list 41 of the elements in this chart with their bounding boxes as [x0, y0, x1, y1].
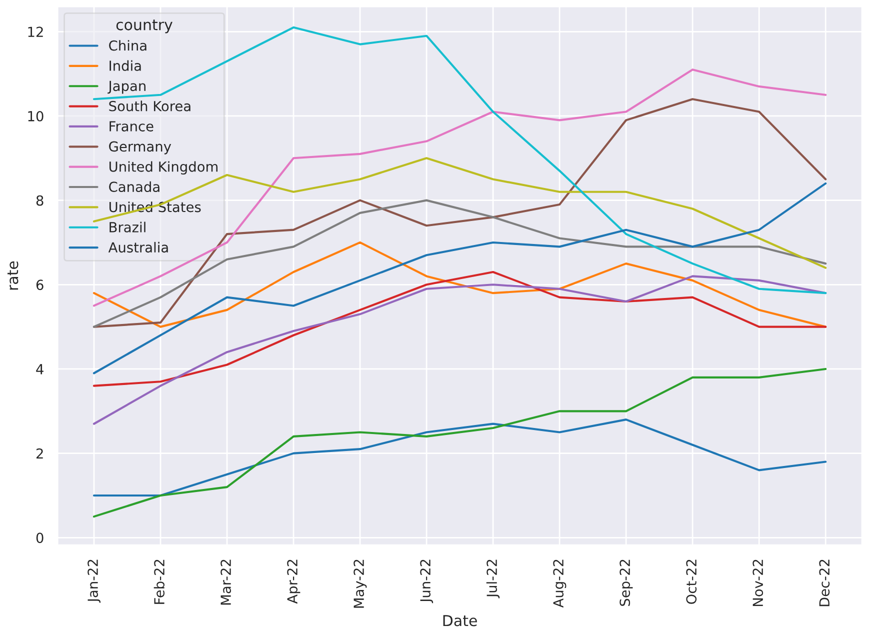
x-tick-label: Jan-22	[88, 560, 101, 603]
x-tick-label: Nov-22	[752, 560, 764, 606]
legend-title: country	[116, 20, 172, 34]
line-series	[92, 157, 827, 269]
y-tick-label: 12	[28, 26, 43, 37]
legend-label: Australia	[108, 242, 168, 253]
y-tick-label: 10	[28, 110, 44, 122]
x-tick-label: Apr-22	[287, 560, 300, 604]
line-series	[92, 275, 827, 425]
x-tick-label: Mar-22	[220, 560, 232, 605]
line-series	[92, 182, 827, 374]
y-tick-label: 0	[36, 532, 44, 544]
x-tick-label: Sep-22	[620, 560, 633, 606]
x-tick-label: Aug-22	[553, 560, 566, 608]
y-tick-label: 4	[36, 364, 44, 374]
legend-label: Canada	[109, 181, 160, 192]
x-tick-label: Oct-22	[686, 560, 697, 604]
legend-label: India	[110, 60, 141, 71]
line-series	[92, 98, 827, 328]
x-tick-label: May-22	[354, 560, 367, 608]
line-series	[92, 241, 827, 328]
y-tick-label: 2	[36, 448, 43, 459]
line-series	[92, 418, 827, 497]
x-axis-title: Date	[443, 615, 477, 626]
x-tick-label: Jul-22	[486, 560, 500, 598]
legend-label: Germany	[109, 141, 172, 154]
x-tick-label: Jun-22	[420, 560, 434, 604]
legend-label: United Kingdom	[109, 161, 218, 175]
y-axis-title: rate	[8, 261, 18, 290]
line-series	[92, 199, 827, 328]
y-tick-label: 6	[36, 280, 44, 290]
y-tick-label: 8	[36, 195, 44, 206]
line-series	[92, 270, 827, 387]
x-tick-label: Feb-22	[154, 560, 164, 604]
legend-label: China	[109, 40, 146, 51]
legend-label: Brazil	[110, 222, 146, 232]
x-tick-label: Dec-22	[819, 560, 830, 606]
legend-label: France	[110, 121, 154, 132]
line-series	[92, 368, 827, 518]
legend-label: Japan	[108, 80, 146, 94]
legend-label: South Korea	[109, 100, 190, 112]
